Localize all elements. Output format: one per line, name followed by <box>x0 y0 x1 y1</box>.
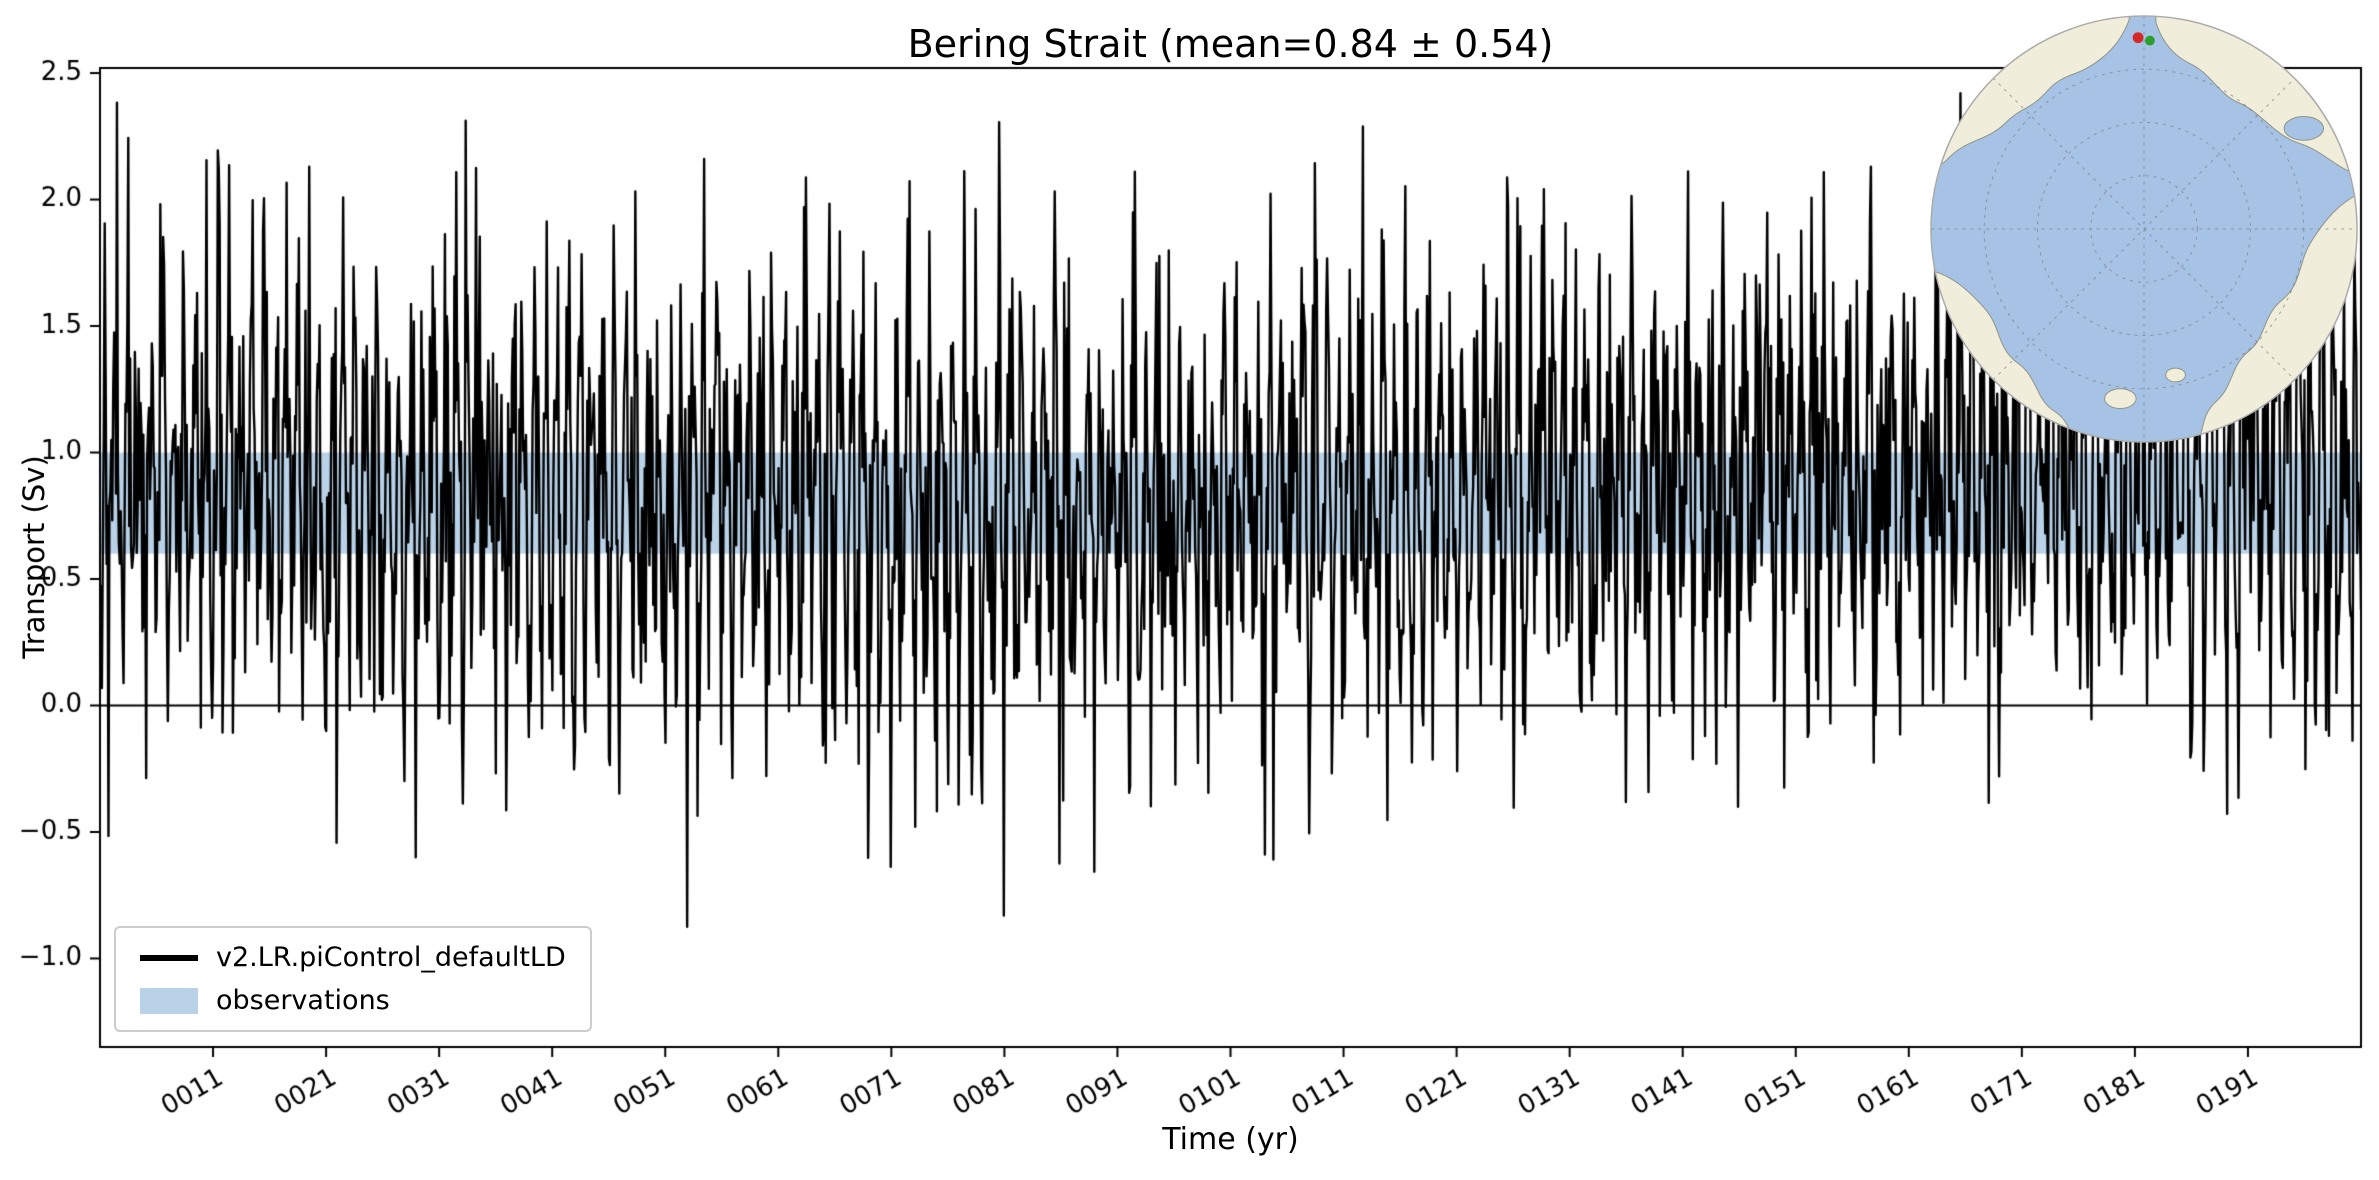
legend-item-model: v2.LR.piControl_defaultLD <box>140 942 566 973</box>
arctic-inset-map <box>1930 15 2358 443</box>
observation-location-marker <box>2144 35 2155 46</box>
legend-label-model: v2.LR.piControl_defaultLD <box>216 942 566 973</box>
legend-patch-swatch <box>140 987 198 1014</box>
legend-item-observations: observations <box>140 985 566 1016</box>
x-axis-label: Time (yr) <box>1162 1122 1299 1157</box>
y-axis-label: Transport (Sv) <box>17 455 51 659</box>
chart-title: Bering Strait (mean=0.84 ± 0.54) <box>907 22 1554 66</box>
land-svalbard <box>2165 367 2186 383</box>
legend: v2.LR.piControl_defaultLD observations <box>114 926 592 1032</box>
hudson-bay <box>2283 116 2325 141</box>
legend-label-observations: observations <box>216 985 390 1016</box>
model-location-marker <box>2132 32 2144 44</box>
land-iceland <box>2104 388 2137 410</box>
legend-line-swatch <box>140 954 198 961</box>
map-border <box>1930 15 2358 443</box>
